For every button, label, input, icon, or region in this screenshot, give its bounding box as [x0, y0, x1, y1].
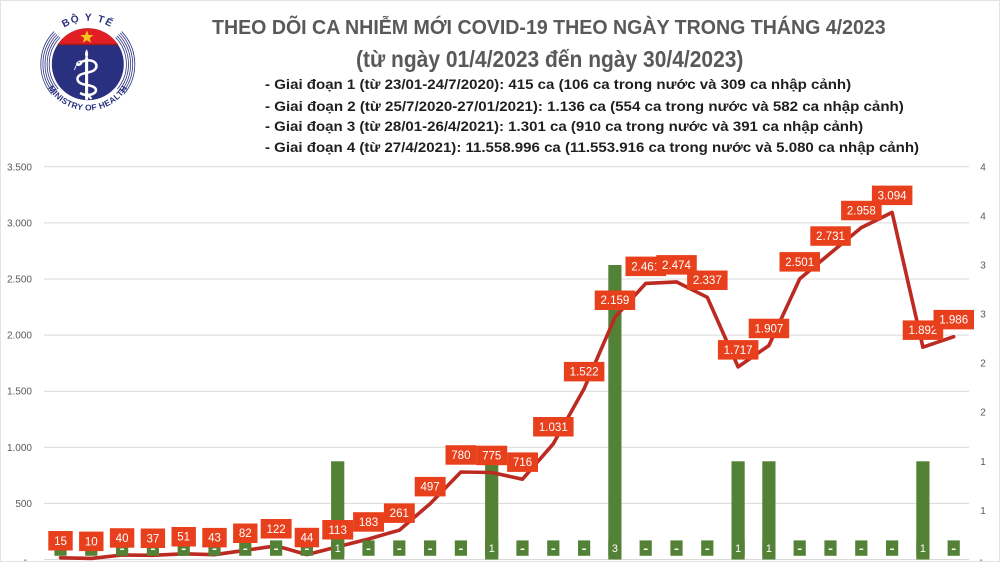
svg-text:2.731: 2.731 — [816, 231, 845, 243]
svg-text:780: 780 — [451, 450, 470, 462]
svg-text:4: 4 — [980, 211, 986, 222]
svg-text:-: - — [24, 555, 27, 562]
svg-text:2.474: 2.474 — [662, 260, 691, 272]
svg-text:2.500: 2.500 — [7, 275, 32, 286]
svg-text:37: 37 — [146, 533, 159, 545]
svg-text:1: 1 — [766, 543, 772, 555]
svg-text:10: 10 — [85, 536, 98, 548]
svg-text:1: 1 — [489, 543, 495, 555]
svg-text:775: 775 — [482, 451, 501, 463]
svg-text:261: 261 — [390, 508, 409, 520]
svg-text:1: 1 — [335, 543, 341, 555]
svg-text:122: 122 — [266, 524, 285, 536]
svg-text:3.000: 3.000 — [7, 218, 32, 229]
svg-text:1: 1 — [735, 543, 741, 555]
svg-text:1.522: 1.522 — [570, 367, 599, 379]
svg-text:1.000: 1.000 — [7, 443, 32, 454]
svg-text:1: 1 — [920, 543, 926, 555]
svg-text:1: 1 — [980, 457, 986, 468]
svg-text:1.031: 1.031 — [539, 422, 568, 434]
svg-text:2.501: 2.501 — [785, 257, 814, 269]
svg-text:2.958: 2.958 — [847, 206, 876, 218]
svg-text:BỘ Y TẾ: BỘ Y TẾ — [60, 11, 116, 30]
svg-text:2.159: 2.159 — [600, 295, 629, 307]
svg-text:3.500: 3.500 — [7, 162, 32, 173]
svg-text:2: 2 — [980, 408, 986, 419]
svg-text:44: 44 — [300, 533, 313, 545]
svg-text:3.094: 3.094 — [878, 190, 907, 202]
svg-text:4: 4 — [980, 162, 986, 173]
svg-text:43: 43 — [208, 533, 221, 545]
svg-text:1.500: 1.500 — [7, 387, 32, 398]
svg-text:-: - — [979, 555, 982, 562]
svg-text:3: 3 — [980, 261, 986, 272]
svg-text:40: 40 — [116, 533, 129, 545]
svg-text:1.907: 1.907 — [754, 324, 783, 336]
svg-text:2.337: 2.337 — [693, 275, 722, 287]
svg-text:500: 500 — [15, 499, 32, 510]
svg-text:2.000: 2.000 — [7, 331, 32, 342]
svg-text:497: 497 — [420, 482, 439, 494]
svg-text:15: 15 — [54, 536, 67, 548]
svg-text:51: 51 — [177, 532, 190, 544]
svg-text:3: 3 — [980, 310, 986, 321]
svg-text:3: 3 — [612, 543, 618, 555]
svg-text:2.461: 2.461 — [631, 261, 660, 273]
svg-text:1.717: 1.717 — [724, 345, 753, 357]
svg-text:716: 716 — [513, 457, 532, 469]
svg-text:1: 1 — [980, 506, 986, 517]
svg-text:82: 82 — [239, 528, 252, 540]
svg-text:1.986: 1.986 — [939, 315, 968, 327]
svg-text:183: 183 — [359, 517, 378, 529]
svg-text:113: 113 — [328, 525, 346, 537]
svg-text:1.892: 1.892 — [908, 325, 937, 337]
svg-text:2: 2 — [980, 359, 986, 370]
